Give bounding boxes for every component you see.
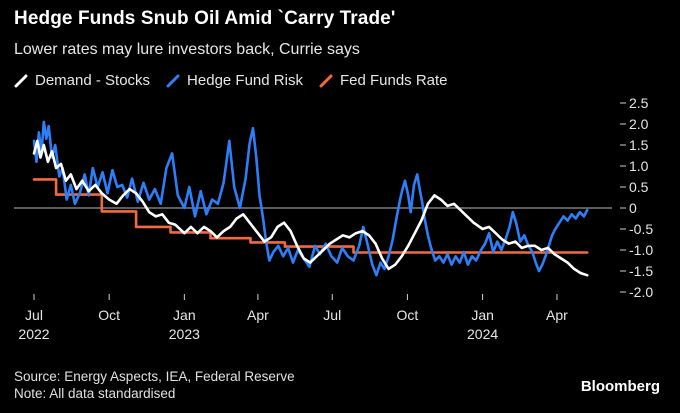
y-tick-label: -1.0: [629, 242, 653, 258]
y-tick-label: 0.5: [629, 179, 649, 195]
legend-item-hedge-fund-risk: Hedge Fund Risk: [166, 72, 303, 89]
legend-label-fed-funds-rate: Fed Funds Rate: [339, 72, 448, 89]
axes: 2.5 2.0 1.5 1.0 0.5 0 -0.5 -1.0 -1.5 -2.0 Jul 2022 O…: [14, 95, 653, 342]
source-note: Source: Energy Aspects, IEA, Federal Res…: [14, 369, 295, 384]
legend-item-fed-funds-rate: Fed Funds Rate: [319, 72, 448, 89]
y-tick-label: -2.0: [629, 284, 653, 300]
x-tick-label: Jul: [25, 307, 43, 323]
y-tick-label: -1.5: [629, 263, 653, 279]
legend-swatch-demand-stocks: [14, 74, 28, 87]
y-tick-label: 0: [629, 200, 637, 216]
x-tick-label: Oct: [397, 307, 419, 323]
y-tick-label: 2.0: [629, 116, 649, 132]
y-tick-label: 1.0: [629, 158, 649, 174]
bloomberg-logo: Bloomberg: [580, 378, 660, 395]
x-tick-year-label: 2024: [467, 326, 498, 342]
x-tick-label: Oct: [98, 307, 120, 323]
data-note: Note: All data standardised: [14, 386, 176, 401]
legend-label-hedge-fund-risk: Hedge Fund Risk: [187, 72, 303, 89]
x-tick-year-label: 2022: [18, 326, 49, 342]
legend-item-demand-stocks: Demand - Stocks: [14, 72, 150, 89]
x-tick-year-label: 2023: [169, 326, 200, 342]
x-tick-label: Apr: [546, 307, 568, 323]
chart-subtitle: Lower rates may lure investors back, Cur…: [14, 41, 360, 58]
legend-swatch-fed-funds-rate: [319, 74, 333, 87]
y-tick-label: -0.5: [629, 221, 653, 237]
series-line-demand-stocks: [32, 139, 589, 277]
x-tick-label: Apr: [247, 307, 269, 323]
x-tick-label: Jan: [471, 307, 494, 323]
x-tick-label: Jan: [173, 307, 196, 323]
x-tick-label: Jul: [323, 307, 341, 323]
y-tick-label: 2.5: [629, 95, 649, 111]
legend-swatch-hedge-fund-risk: [166, 74, 180, 87]
series-lines: [32, 120, 589, 277]
chart-title: Hedge Funds Snub Oil Amid `Carry Trade': [14, 8, 396, 29]
legend-label-demand-stocks: Demand - Stocks: [35, 72, 151, 89]
legend: Demand - Stocks Hedge Fund Risk Fed Fund…: [14, 72, 464, 89]
series-line-hedge-fund-risk: [32, 120, 589, 277]
y-tick-label: 1.5: [629, 137, 649, 153]
